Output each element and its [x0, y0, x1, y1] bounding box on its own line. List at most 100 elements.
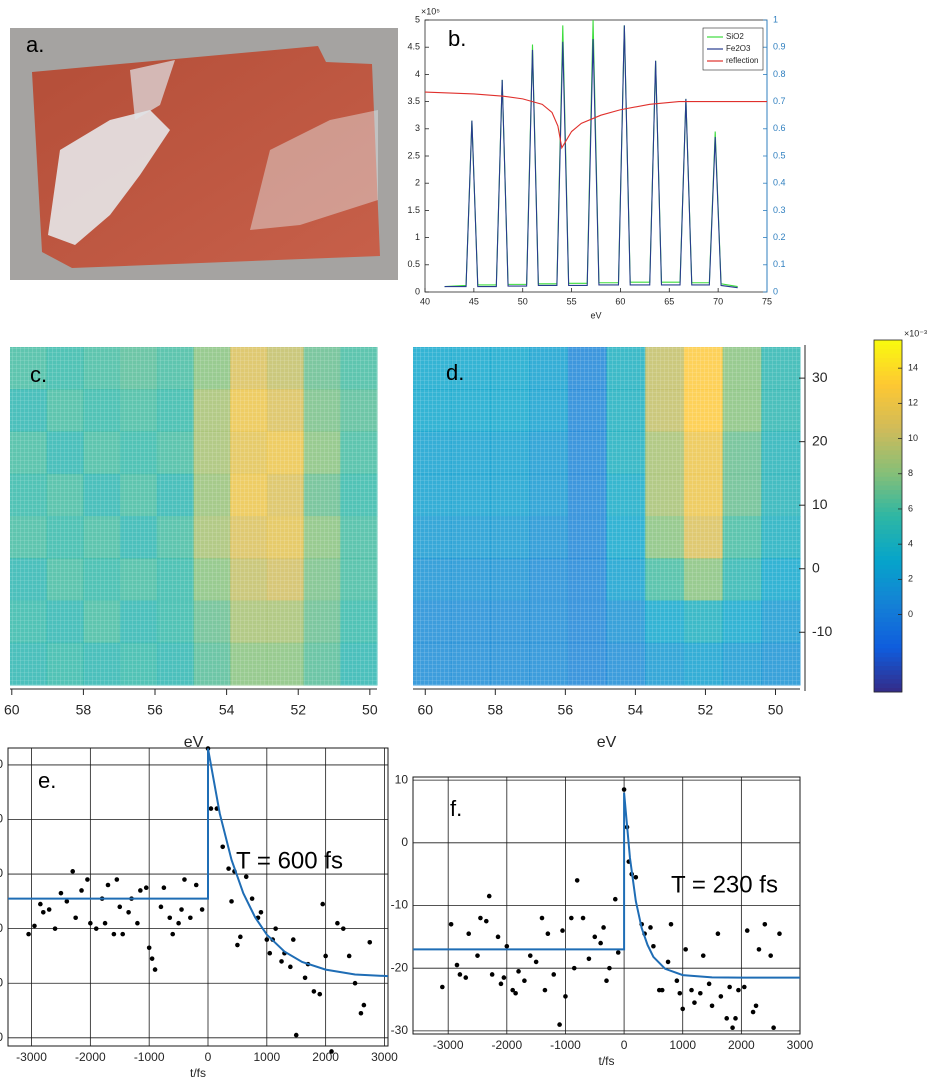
data-point: [563, 994, 568, 999]
colorbar-strip: [874, 480, 902, 486]
colorbar-strip: [874, 582, 902, 587]
data-point: [311, 989, 317, 994]
colorbar-strip: [874, 586, 902, 592]
data-point: [32, 923, 37, 929]
data-point: [79, 888, 84, 893]
colorbar-strip: [874, 375, 902, 380]
data-point: [288, 964, 293, 970]
y-tick-label: -30: [0, 1030, 3, 1044]
data-point: [176, 920, 181, 926]
colorbar-strip: [874, 458, 902, 464]
data-point: [208, 806, 214, 811]
colorbar-tick-label: 12: [908, 398, 918, 408]
x-tick-label: 52: [290, 702, 306, 718]
data-point: [340, 926, 346, 931]
x-tick-label: 3000: [787, 1038, 814, 1052]
x-axis-label: eV: [590, 310, 601, 320]
legend-label: reflection: [726, 56, 758, 65]
colorbar-strip: [874, 661, 902, 666]
data-point: [454, 962, 460, 968]
photo-panel: a.: [10, 28, 398, 280]
data-point: [475, 953, 480, 958]
x-tick-label: 54: [219, 702, 235, 718]
y-tick-label: 4.5: [407, 42, 420, 52]
data-point: [604, 978, 609, 984]
data-point: [290, 937, 296, 942]
fit-line: [413, 792, 800, 979]
colorbar-strip: [874, 648, 902, 653]
colorbar-strip: [874, 414, 902, 420]
x-axis-label: t/fs: [598, 1054, 614, 1068]
colorbar-strip: [874, 511, 902, 517]
y-tick-label: 10: [0, 812, 3, 826]
data-point: [361, 1002, 367, 1008]
data-point: [279, 959, 284, 964]
data-point: [709, 1003, 715, 1009]
y2-tick-label: 0.2: [773, 232, 786, 242]
colorbar-strip: [874, 568, 902, 574]
data-point: [193, 882, 199, 888]
colorbar-strip: [874, 410, 902, 416]
data-point: [571, 965, 577, 971]
data-point: [102, 920, 108, 926]
data-point: [46, 907, 52, 912]
data-point: [52, 926, 58, 931]
data-point: [179, 907, 184, 912]
data-point: [40, 909, 46, 915]
x-tick-label: 0: [205, 1050, 212, 1064]
colorbar-strip: [874, 599, 902, 605]
data-point: [677, 990, 683, 996]
colorbar-strip: [874, 445, 902, 451]
data-point: [724, 1016, 730, 1021]
y-tick-label: 10: [395, 772, 409, 786]
x-tick-label: 60: [615, 296, 625, 306]
data-point: [715, 931, 721, 937]
data-point: [744, 928, 750, 933]
x-tick-label: -3000: [16, 1050, 47, 1064]
colorbar-strip: [874, 340, 902, 345]
colorbar-strip: [874, 630, 902, 636]
data-point: [238, 934, 243, 940]
plot-frame: [412, 776, 801, 1035]
colorbar-strip: [874, 634, 902, 640]
photo-reflection: [48, 110, 170, 245]
panel-label: a.: [26, 32, 44, 57]
y2-tick-label: 0.3: [773, 205, 786, 215]
data-point: [771, 1025, 776, 1031]
x-axis-label: eV: [184, 734, 204, 751]
y-tick-label: 2.5: [407, 150, 420, 160]
colorbar-strip: [874, 450, 902, 455]
data-point: [753, 1003, 759, 1009]
data-point: [267, 950, 273, 956]
x-axis-label: eV: [597, 734, 617, 751]
colorbar-strip: [874, 432, 902, 438]
colorbar-strip: [874, 392, 902, 398]
x-tick-label: -1000: [134, 1050, 165, 1064]
data-point: [510, 987, 515, 993]
data-point: [580, 915, 586, 921]
colorbar-strip: [874, 388, 902, 394]
x-tick-label: 70: [713, 296, 723, 306]
x-tick-label: 0: [621, 1038, 628, 1052]
colorbar-strip: [874, 428, 902, 433]
colorbar-strip: [874, 639, 902, 644]
y-tick-label: -10: [0, 921, 3, 935]
colorbar-strip: [874, 608, 902, 614]
data-point: [152, 967, 158, 972]
data-point: [346, 953, 352, 959]
data-point: [463, 975, 469, 980]
data-point: [601, 925, 606, 930]
panel-label: d.: [446, 360, 464, 385]
colorbar-strip: [874, 670, 902, 675]
x-tick-label: 58: [76, 702, 92, 718]
panel-label: e.: [38, 768, 56, 793]
data-point: [706, 981, 712, 987]
colorbar-strip: [874, 489, 902, 495]
colorbar-strip: [874, 401, 902, 407]
data-point: [513, 990, 518, 996]
colorbar-strip: [874, 362, 902, 367]
colorbar-strip: [874, 494, 902, 499]
x-tick-label: -2000: [491, 1038, 522, 1052]
data-point: [143, 885, 149, 891]
y-tick-label: 5: [415, 14, 420, 24]
